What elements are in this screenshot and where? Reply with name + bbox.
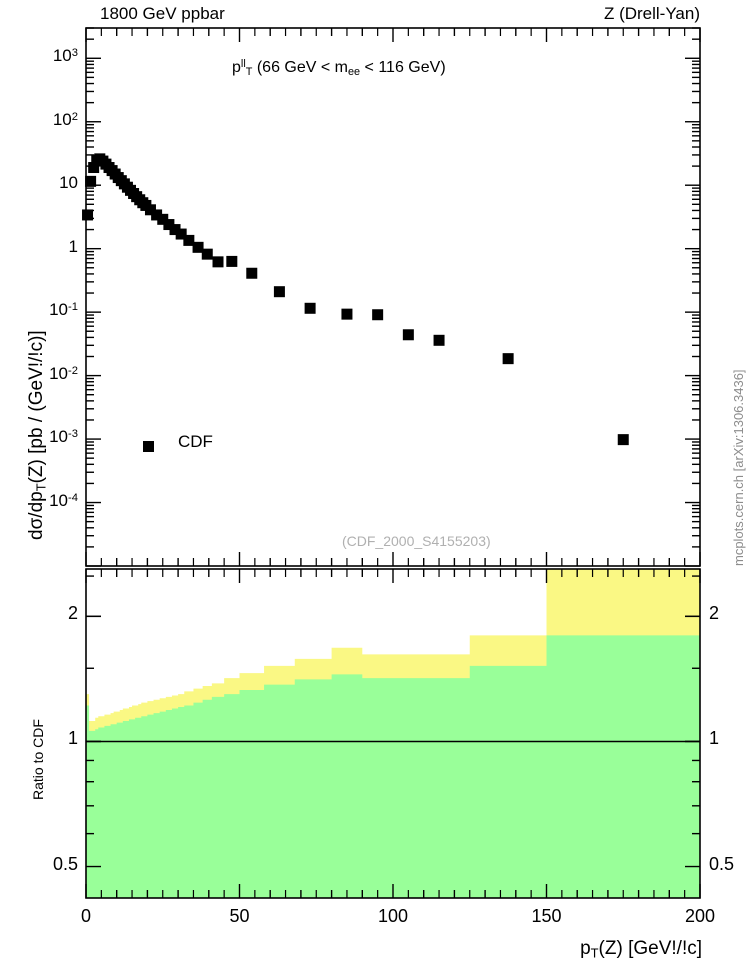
data-point-marker bbox=[402, 329, 414, 341]
data-point-marker bbox=[212, 256, 224, 268]
data-point-marker bbox=[273, 286, 285, 298]
ratio-uncertainty-bands bbox=[86, 569, 700, 898]
x-tick-label: 0 bbox=[80, 906, 91, 926]
x-tick-label: 100 bbox=[377, 906, 409, 926]
title-superscript: ll bbox=[240, 58, 246, 70]
legend-label-cdf: CDF bbox=[178, 432, 213, 451]
inner-band bbox=[86, 635, 700, 898]
ratio-y-tick-label-right: 1 bbox=[709, 728, 720, 749]
ratio-y-tick-label-right: 0.5 bbox=[709, 853, 735, 874]
main-y-tick-label: 10-3 bbox=[49, 427, 78, 447]
main-y-tick-label: 10 bbox=[59, 173, 78, 193]
data-point-marker bbox=[88, 162, 100, 174]
cdf-data-points bbox=[82, 153, 629, 446]
header-process-label: Z (Drell-Yan) bbox=[603, 4, 700, 23]
main-plot-title: pllT (66 GeV < mee < 116 GeV) bbox=[232, 58, 446, 78]
main-y-axis-title: dσ/dpT(Z) [pb / (GeV!/!c)] bbox=[26, 330, 49, 540]
main-y-tick-label: 10-4 bbox=[49, 490, 78, 510]
ratio-panel bbox=[85, 568, 701, 899]
data-point-marker bbox=[201, 248, 213, 260]
main-axis-ticks bbox=[85, 27, 701, 567]
data-point-marker bbox=[617, 434, 629, 446]
x-tick-label: 50 bbox=[229, 906, 250, 926]
data-point-marker bbox=[151, 209, 163, 221]
title-observable: p bbox=[232, 58, 241, 76]
data-point-marker bbox=[163, 219, 175, 231]
analysis-id-label: (CDF_2000_S4155203) bbox=[342, 533, 491, 549]
data-point-marker bbox=[246, 267, 258, 279]
main-y-tick-label: 103 bbox=[52, 46, 78, 66]
data-point-marker bbox=[157, 213, 169, 225]
data-point-marker bbox=[433, 334, 445, 346]
data-point-marker bbox=[183, 234, 195, 246]
data-point-marker bbox=[169, 224, 181, 236]
x-tick-label: 200 bbox=[684, 906, 716, 926]
x-axis-title: pT(Z) [GeV!/!c] bbox=[580, 938, 702, 961]
data-point-marker bbox=[304, 302, 316, 314]
ratio-y-tick-label-left: 2 bbox=[67, 603, 78, 624]
main-panel bbox=[82, 27, 701, 567]
ratio-axis-ticks bbox=[85, 569, 701, 898]
data-point-marker bbox=[192, 241, 204, 253]
main-y-tick-label: 10-2 bbox=[49, 363, 78, 383]
title-subscript: T bbox=[245, 65, 253, 78]
main-y-tick-label: 102 bbox=[52, 109, 78, 129]
data-point-marker bbox=[175, 228, 187, 240]
title-mass-window-a: (66 GeV < m bbox=[252, 58, 348, 76]
mcplots-watermark: mcplots.cern.ch [arXiv:1306.3436] bbox=[731, 369, 746, 566]
ratio-y-tick-label-left: 0.5 bbox=[52, 853, 78, 874]
title-mass-window-b: < 116 GeV) bbox=[360, 58, 446, 76]
data-point-marker bbox=[144, 204, 156, 216]
data-point-marker bbox=[341, 308, 353, 320]
x-tick-label: 150 bbox=[531, 906, 562, 926]
title-subscript-ee: ee bbox=[348, 65, 361, 78]
ratio-y-tick-label-right: 2 bbox=[709, 603, 720, 624]
header-beam-label: 1800 GeV ppbar bbox=[100, 4, 225, 23]
data-point-marker bbox=[372, 309, 384, 321]
data-point-marker bbox=[226, 255, 238, 267]
data-point-marker bbox=[82, 209, 94, 221]
main-y-tick-label: 1 bbox=[68, 236, 78, 256]
data-point-marker bbox=[85, 175, 97, 187]
main-y-tick-label: 10-1 bbox=[49, 300, 78, 320]
ratio-y-tick-label-left: 1 bbox=[67, 728, 78, 749]
main-axes-frame bbox=[85, 27, 701, 567]
ratio-y-axis-title: Ratio to CDF bbox=[30, 719, 46, 800]
data-point-marker bbox=[502, 353, 514, 365]
legend-marker-cdf bbox=[143, 441, 154, 452]
